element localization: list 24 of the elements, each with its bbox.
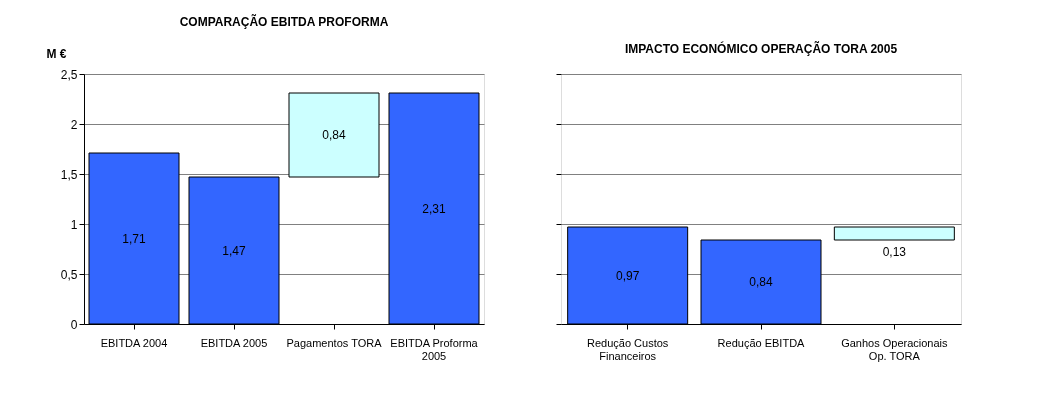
y-tick-label: 0 <box>70 317 78 332</box>
data-label: 0,84 <box>322 128 346 142</box>
y-axis-title: M € <box>46 46 67 61</box>
x-tick-label: EBITDA Proforma 2005 <box>390 336 479 362</box>
x-tick-label: Ganhos Operacionais Op. TORA <box>841 336 949 362</box>
y-tick-label: 2 <box>70 117 78 132</box>
y-tick-label: 0,5 <box>60 267 78 282</box>
data-label: 1,47 <box>222 243 246 258</box>
data-label: 1,71 <box>122 231 146 246</box>
x-tick-label: Redução EBITDA <box>717 336 806 349</box>
x-tick-label: EBITDA 2005 <box>200 336 268 349</box>
x-tick-label: Redução Custos Financeiros <box>587 336 669 362</box>
chart-title: COMPARAÇÃO EBITDA PROFORMA <box>179 14 389 29</box>
data-label: 2,31 <box>422 201 446 216</box>
data-label: 0,13 <box>882 245 907 259</box>
x-tick-label: EBITDA 2004 <box>100 336 168 349</box>
y-tick-label: 1 <box>70 217 78 232</box>
data-label: 0,84 <box>749 275 773 289</box>
y-tick-label: 2,5 <box>60 67 78 82</box>
x-tick-label: Pagamentos TORA <box>286 336 383 349</box>
data-label: 0,97 <box>615 268 640 283</box>
bar <box>288 92 380 178</box>
y-tick-label: 1,5 <box>60 167 78 182</box>
chart-title: IMPACTO ECONÓMICO OPERAÇÃO TORA 2005 <box>624 40 898 56</box>
